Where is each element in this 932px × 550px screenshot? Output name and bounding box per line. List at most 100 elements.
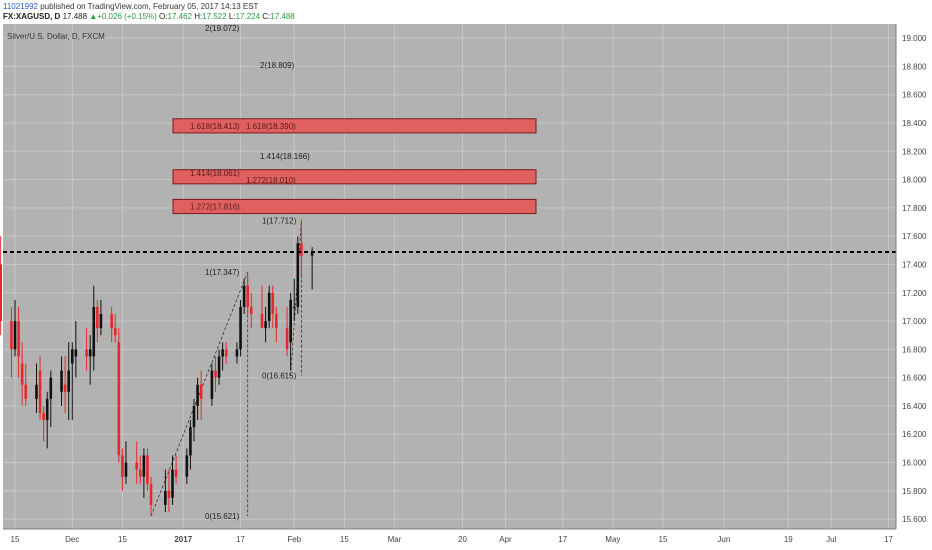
zone-label: 1.618(18.413) [190,122,240,131]
candle-body [217,356,221,378]
candle-body [35,384,38,399]
x-tick-label: Apr [499,535,512,544]
high-label: H: [194,12,203,21]
candle-body [121,455,124,477]
up-arrow-icon: ▲ [89,12,98,21]
last-price: 17.488 [62,12,88,21]
x-tick-label: 15 [11,535,20,544]
candle-body [189,427,192,456]
price-axis[interactable] [896,24,932,529]
y-tick-label: 17.600 [902,232,927,241]
fib-target-zone [172,198,537,215]
candle-body [38,370,42,414]
candle-body [96,306,99,329]
publish-info: 11021992 published on TradingView.com, F… [3,2,258,12]
fib-level-label: 1.414(18.166) [260,152,310,161]
candle-body [310,252,314,256]
fib-target-zone [172,169,537,185]
candles [0,219,314,517]
candle-body [88,349,92,357]
y-tick-label: 16.200 [902,430,927,439]
candle-body [124,462,128,477]
time-axis[interactable] [0,529,932,550]
candle-body [192,405,196,428]
y-axis-ticks: 15.600 15.800 16.000 16.200 16.400 16.600 16.8… [902,34,927,524]
x-tick-label: Jun [717,535,730,544]
candle-body [74,349,78,357]
candle-body [20,363,24,385]
candle-body [113,328,117,336]
x-tick-label: Dec [65,535,79,544]
y-tick-label: 16.400 [902,402,927,411]
candle-body [171,469,174,498]
x-tick-label: Mar [388,535,402,544]
x-tick-label: Feb [287,535,301,544]
y-tick-label: 15.800 [902,487,927,496]
candle-body [24,384,28,399]
y-tick-label: 16.000 [902,459,927,468]
x-tick-label: Jul [826,535,836,544]
candle-body [267,292,271,322]
y-tick-label: 17.200 [902,289,927,298]
candle-body [146,455,149,484]
close-value: 17.488 [270,12,295,21]
zone-label: 1.414(18.061) [190,169,240,178]
x-tick-label: 15 [659,535,668,544]
price-change: +0.026 (+0.15%) [97,12,157,21]
x-tick-label: 17 [558,535,567,544]
candle-body [67,370,70,392]
fib-level-label: 2(19.072) [205,24,240,33]
open-label: O: [159,12,168,21]
y-tick-label: 17.000 [902,317,927,326]
y-tick-label: 15.600 [902,515,927,524]
candle-body [92,306,96,357]
y-tick-label: 16.800 [902,345,927,354]
candle-body [0,264,2,322]
candle-body [49,377,53,399]
candle-body [149,483,153,505]
symbol-label[interactable]: FX:XAGUSD, D [3,12,61,21]
candle-body [285,328,289,350]
candle-body [117,342,121,456]
low-value: 17.224 [235,12,261,21]
zone-label: 1.272(18.010) [246,176,296,185]
zone-label: 1.272(17.816) [190,202,240,211]
y-tick-label: 19.000 [902,34,927,43]
fib-level-label: 1(17.347) [205,268,240,277]
fib-level-label: 2(18.809) [260,61,295,70]
open-value: 17.462 [167,12,192,21]
candle-body [221,349,224,357]
fib-level-label: 1(17.712) [262,216,297,225]
plot-background [3,24,896,529]
grid-lines [3,24,896,529]
close-label: C: [262,12,271,21]
candle-body [142,455,146,477]
x-tick-label: 15 [118,535,127,544]
candle-body [199,384,203,399]
candle-body [210,370,214,399]
candle-body [174,469,178,477]
candle-body [239,306,242,350]
y-tick-label: 18.000 [902,176,927,185]
x-tick-label: 19 [784,535,793,544]
candle-body [10,321,13,350]
chart-header: 11021992 published on TradingView.com, F… [0,0,932,24]
candle-body [224,349,228,357]
candle-body [249,306,253,314]
symbol-ohlc: FX:XAGUSD, D 17.488 ▲+0.026 (+0.15%) O:1… [3,12,295,22]
candle-body [271,292,275,314]
y-tick-label: 18.200 [902,147,927,156]
author-link[interactable]: 11021992 [3,2,38,11]
candle-body [196,384,199,406]
candle-body [63,384,67,392]
candle-body [275,313,278,329]
candle-body [13,321,17,350]
x-axis-ticks: 15 Dec 15 2017 17 Feb 15 Mar 20 Apr 17 May 15 Jun 19 Ju… [11,535,894,544]
x-tick-label: 20 [458,535,467,544]
candle-body [42,413,45,421]
y-tick-label: 17.800 [902,204,927,213]
candle-body [242,285,246,307]
pane-title: Silver/U.S. Dollar, D, FXCM [7,32,105,41]
x-tick-label: 17 [236,535,245,544]
